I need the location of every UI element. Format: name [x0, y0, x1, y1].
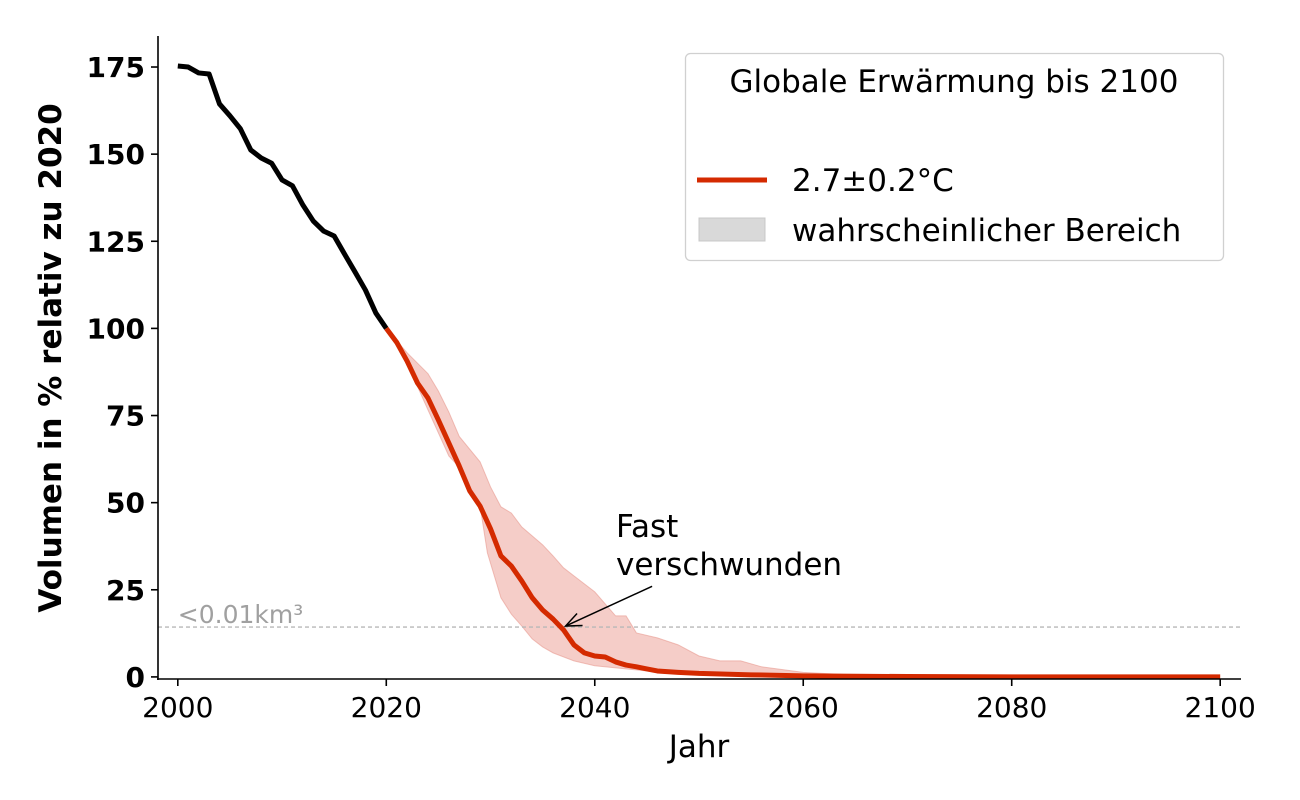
x-tick-label: 2040: [559, 691, 630, 724]
x-tick-label: 2060: [768, 691, 839, 724]
y-tick-label: 0: [126, 661, 145, 694]
annotation-line-2: verschwunden: [616, 547, 842, 583]
projection-line: [384, 326, 1221, 680]
historical-line: [177, 63, 389, 330]
likely-range-band-layer: [385, 328, 1221, 678]
y-axis-label: Volumen in % relativ zu 2020: [33, 103, 69, 612]
legend-title: Globale Erwärmung bis 2100: [730, 64, 1179, 100]
x-tick-label: 2020: [351, 691, 422, 724]
legend-patch-swatch: [698, 217, 766, 242]
likely-range-band: [385, 328, 1221, 678]
threshold-label: <0.01km³: [178, 600, 303, 629]
annotation: Fast verschwunden: [563, 509, 842, 627]
x-tick-label: 2080: [976, 691, 1047, 724]
legend-entry-projection: 2.7±0.2°C: [792, 163, 954, 199]
y-ticks: 0 25 50 75 100 125 150 175: [87, 51, 158, 694]
legend-entry-range: wahrscheinlicher Bereich: [792, 213, 1181, 249]
y-tick-label: 175: [87, 51, 145, 84]
legend-frame: [684, 52, 1225, 262]
annotation-line-1: Fast: [616, 509, 678, 545]
x-tick-label: 2000: [142, 691, 213, 724]
y-tick-label: 25: [106, 574, 145, 607]
annotation-arrow: [565, 585, 653, 627]
y-tick-label: 75: [106, 400, 145, 433]
x-ticks: 2000 2020 2040 2060 2080 2100: [142, 679, 1256, 724]
y-tick-label: 125: [87, 225, 145, 258]
y-tick-label: 100: [87, 312, 145, 345]
lines-layer: [177, 63, 1221, 680]
y-tick-label: 150: [87, 138, 145, 171]
annotation-arrowhead: [563, 612, 583, 627]
y-tick-label: 50: [106, 487, 145, 520]
legend: Globale Erwärmung bis 2100 2.7±0.2°C wah…: [684, 52, 1225, 262]
x-axis-label: Jahr: [667, 729, 730, 765]
x-tick-label: 2100: [1185, 691, 1256, 724]
